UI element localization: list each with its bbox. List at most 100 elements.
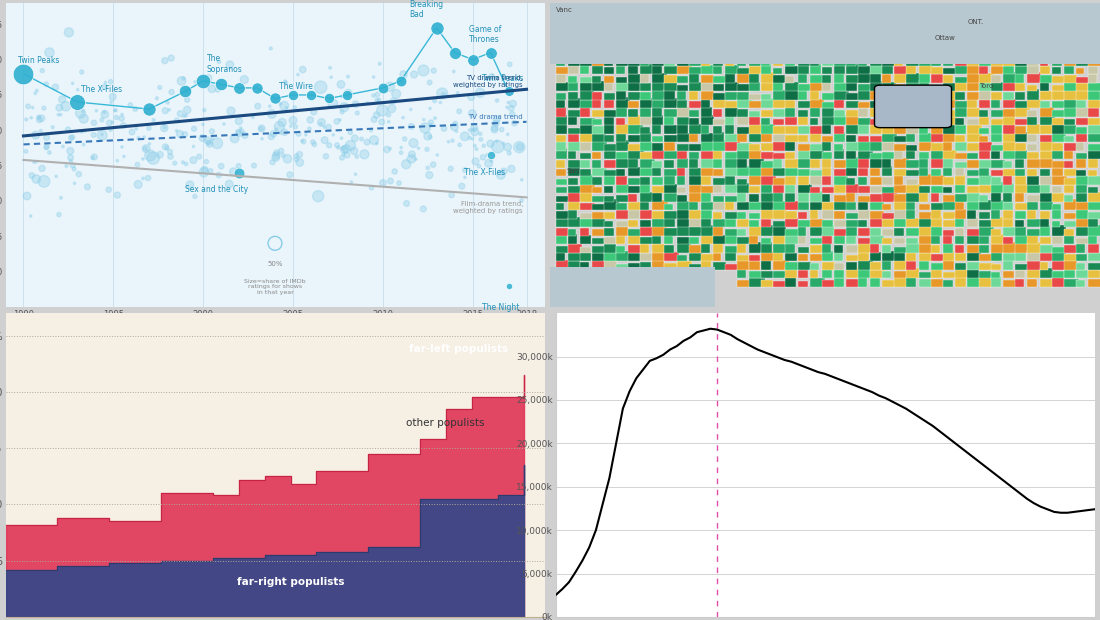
Bar <box>846 213 860 219</box>
Point <box>232 123 250 133</box>
Point <box>168 115 186 125</box>
Point <box>62 153 79 162</box>
Point <box>320 140 338 150</box>
Bar <box>1027 185 1043 193</box>
Bar <box>785 184 795 193</box>
Point <box>19 191 36 201</box>
Point <box>57 101 75 111</box>
Bar <box>1040 211 1049 219</box>
Point <box>278 154 296 164</box>
Point <box>466 156 484 166</box>
Bar <box>894 66 910 74</box>
Point <box>342 141 360 151</box>
Bar <box>1003 92 1014 100</box>
Bar <box>556 251 564 262</box>
Point <box>47 171 65 181</box>
Bar <box>664 142 674 151</box>
Bar <box>967 132 981 142</box>
Bar <box>931 85 944 91</box>
Bar <box>580 133 595 142</box>
Point <box>407 154 425 164</box>
Bar <box>1040 237 1052 244</box>
Bar <box>906 73 921 82</box>
Bar <box>1015 126 1026 134</box>
Bar <box>652 186 668 193</box>
Bar <box>616 158 631 168</box>
Bar <box>761 124 776 134</box>
Point <box>461 133 478 143</box>
Point <box>151 82 168 92</box>
Point <box>163 87 180 97</box>
Bar <box>664 193 676 202</box>
Point <box>493 125 510 135</box>
Point <box>284 90 301 100</box>
Point <box>302 90 320 100</box>
Point <box>341 128 359 138</box>
Bar <box>785 76 794 82</box>
Bar <box>1076 175 1088 185</box>
Bar <box>870 136 882 142</box>
Bar <box>652 250 664 262</box>
Point <box>176 130 194 140</box>
Point <box>272 128 289 138</box>
Bar <box>785 141 795 151</box>
Bar <box>785 176 796 185</box>
Bar <box>1064 169 1078 176</box>
Bar <box>785 66 798 74</box>
Point <box>41 48 58 58</box>
Bar <box>1040 246 1053 253</box>
Point <box>425 66 442 76</box>
Bar <box>882 219 893 228</box>
Bar <box>1003 183 1014 193</box>
Bar <box>701 141 715 151</box>
Point <box>474 153 492 162</box>
Bar <box>604 169 618 176</box>
Bar <box>979 227 993 236</box>
Bar <box>725 183 740 193</box>
Bar <box>1052 68 1062 74</box>
Point <box>73 127 90 137</box>
Bar <box>689 125 703 134</box>
Bar <box>967 277 980 287</box>
Bar <box>991 209 1000 219</box>
Bar <box>592 119 602 125</box>
Bar <box>979 117 989 125</box>
Point <box>37 143 55 153</box>
Bar <box>858 124 869 134</box>
Bar <box>713 126 722 134</box>
Text: Film-drama trend,
weighted by ratings: Film-drama trend, weighted by ratings <box>453 201 522 214</box>
Point <box>448 126 465 136</box>
Bar <box>943 177 954 185</box>
Bar <box>628 220 638 228</box>
Bar <box>858 237 872 244</box>
Text: Sex and the City: Sex and the City <box>185 185 249 195</box>
Bar <box>749 73 759 82</box>
Point <box>512 142 529 152</box>
Bar <box>1064 178 1079 185</box>
Bar <box>1064 125 1076 134</box>
Point <box>173 76 190 86</box>
Bar <box>834 98 844 108</box>
Bar <box>822 123 830 134</box>
Bar <box>1064 143 1078 151</box>
Bar <box>773 179 784 185</box>
Bar <box>1015 192 1024 202</box>
Bar <box>785 218 799 228</box>
Bar <box>737 115 749 125</box>
Bar <box>991 276 1001 287</box>
Bar <box>991 75 1001 82</box>
Bar <box>737 84 752 91</box>
Bar <box>580 82 592 91</box>
Bar <box>967 269 979 278</box>
Bar <box>749 185 760 193</box>
Bar <box>822 262 835 270</box>
Bar <box>773 201 789 210</box>
Bar <box>931 148 946 159</box>
Bar <box>761 166 773 176</box>
Bar <box>689 226 703 236</box>
Point <box>22 113 40 123</box>
Point <box>33 113 51 123</box>
Bar <box>592 141 607 151</box>
Point <box>141 151 158 161</box>
Bar <box>1076 77 1090 82</box>
